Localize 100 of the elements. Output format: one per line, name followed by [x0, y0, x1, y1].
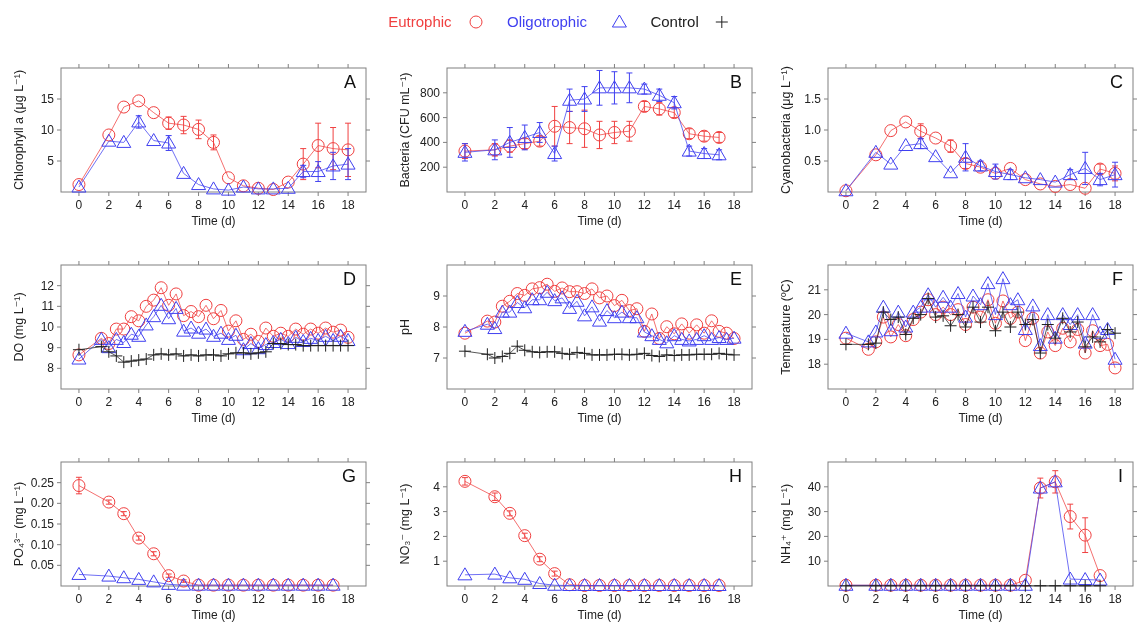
y-tick-label: 0.10 [30, 537, 55, 552]
x-tick-label: 0 [75, 198, 83, 212]
x-tick-label: 2 [105, 592, 113, 606]
x-tick-label: 10 [221, 592, 236, 606]
y-tick-label: 11 [41, 299, 55, 314]
x-tick-label: 4 [902, 198, 910, 212]
x-axis-title: Time (d) [577, 411, 622, 425]
x-tick-label: 16 [311, 592, 326, 606]
x-axis-title: Time (d) [577, 608, 622, 622]
x-tick-label: 18 [341, 198, 356, 212]
x-tick-label: 12 [251, 395, 266, 409]
x-tick-label: 12 [1018, 395, 1033, 409]
x-tick-label: 14 [1048, 592, 1063, 606]
x-tick-label: 14 [1048, 395, 1063, 409]
legend-label: Control [650, 13, 699, 30]
x-axis-title: Time (d) [191, 214, 236, 228]
y-tick-label: 4 [433, 479, 441, 494]
x-tick-label: 10 [221, 198, 236, 212]
x-tick-label: 6 [932, 198, 940, 212]
y-tick-label: 200 [419, 160, 441, 175]
y-axis-title: Bacteria (CFU mL⁻¹) [398, 72, 412, 188]
x-tick-label: 10 [607, 198, 622, 212]
y-tick-label: 2 [433, 529, 441, 544]
x-tick-label: 8 [195, 592, 203, 606]
x-tick-label: 0 [461, 592, 469, 606]
y-axis-title: NO₃⁻ (mg L⁻¹) [398, 483, 412, 565]
x-tick-label: 0 [842, 395, 850, 409]
x-tick-label: 6 [165, 198, 173, 212]
x-tick-label: 8 [581, 395, 589, 409]
y-tick-label: 1.5 [804, 92, 822, 106]
y-tick-label: 40 [807, 479, 822, 494]
y-axis-title: DO (mg L⁻¹) [12, 292, 26, 362]
x-tick-label: 4 [902, 395, 910, 409]
annotation: B [729, 72, 742, 92]
x-tick-label: 12 [251, 198, 266, 212]
x-tick-label: 2 [872, 592, 880, 606]
x-tick-label: 0 [842, 592, 850, 606]
y-tick-label: 10 [807, 554, 822, 569]
y-tick-label: 5 [47, 154, 55, 168]
x-tick-label: 6 [165, 395, 173, 409]
y-tick-label: 3 [433, 504, 441, 519]
x-tick-label: 4 [902, 592, 910, 606]
y-tick-label: 18 [807, 357, 822, 372]
x-tick-label: 2 [491, 592, 499, 606]
x-tick-label: 4 [135, 592, 143, 606]
x-axis-title: Time (d) [958, 608, 1003, 622]
x-tick-label: 18 [1108, 592, 1123, 606]
x-tick-label: 16 [311, 198, 326, 212]
y-axis-title: Chlorophyll a (μg L⁻¹) [12, 69, 26, 191]
x-tick-label: 0 [461, 395, 469, 409]
x-tick-label: 14 [667, 592, 682, 606]
y-axis-title: pH [398, 319, 412, 335]
x-axis-title: Time (d) [191, 411, 236, 425]
y-tick-label: 600 [419, 110, 441, 125]
x-tick-label: 16 [1078, 198, 1093, 212]
annotation: C [1110, 72, 1123, 92]
y-axis-title: Cyanobacteria (μg L⁻¹) [779, 66, 793, 194]
x-tick-label: 18 [1108, 198, 1123, 212]
y-tick-label: 10 [40, 320, 55, 334]
y-tick-label: 800 [419, 85, 441, 100]
x-tick-label: 6 [551, 592, 559, 606]
x-tick-label: 16 [1078, 395, 1093, 409]
y-axis-title: Temperature (ºC) [779, 279, 793, 375]
x-tick-label: 4 [521, 395, 529, 409]
y-tick-label: 8 [433, 320, 441, 334]
x-tick-label: 18 [1108, 395, 1123, 409]
y-tick-label: 9 [47, 340, 55, 355]
x-tick-label: 12 [637, 198, 652, 212]
x-tick-label: 2 [491, 198, 499, 212]
y-tick-label: 400 [419, 135, 441, 150]
y-tick-label: 1 [433, 554, 441, 569]
y-tick-label: 0.5 [804, 154, 822, 168]
x-tick-label: 14 [281, 198, 296, 212]
y-tick-label: 8 [47, 361, 55, 376]
y-tick-label: 20 [807, 307, 822, 322]
x-tick-label: 6 [932, 592, 940, 606]
x-tick-label: 12 [637, 592, 652, 606]
x-axis-title: Time (d) [191, 608, 236, 622]
x-tick-label: 4 [135, 198, 143, 212]
x-tick-label: 8 [581, 592, 589, 606]
x-tick-label: 10 [607, 592, 622, 606]
x-tick-label: 0 [842, 198, 850, 212]
y-tick-label: 30 [807, 504, 822, 519]
x-tick-label: 18 [341, 592, 356, 606]
annotation: F [1112, 269, 1123, 289]
legend-label: Eutrophic [388, 13, 453, 30]
x-tick-label: 16 [311, 395, 326, 409]
x-tick-label: 10 [221, 395, 236, 409]
x-tick-label: 4 [135, 395, 143, 409]
x-tick-label: 2 [872, 395, 880, 409]
y-tick-label: 19 [807, 332, 822, 347]
x-tick-label: 16 [697, 592, 712, 606]
x-tick-label: 2 [872, 198, 880, 212]
x-tick-label: 12 [251, 592, 266, 606]
legend-label: Oligotrophic [507, 13, 588, 30]
y-tick-label: 10 [40, 123, 55, 137]
x-tick-label: 2 [491, 395, 499, 409]
x-tick-label: 8 [962, 395, 970, 409]
x-tick-label: 18 [727, 198, 742, 212]
x-tick-label: 0 [75, 592, 83, 606]
